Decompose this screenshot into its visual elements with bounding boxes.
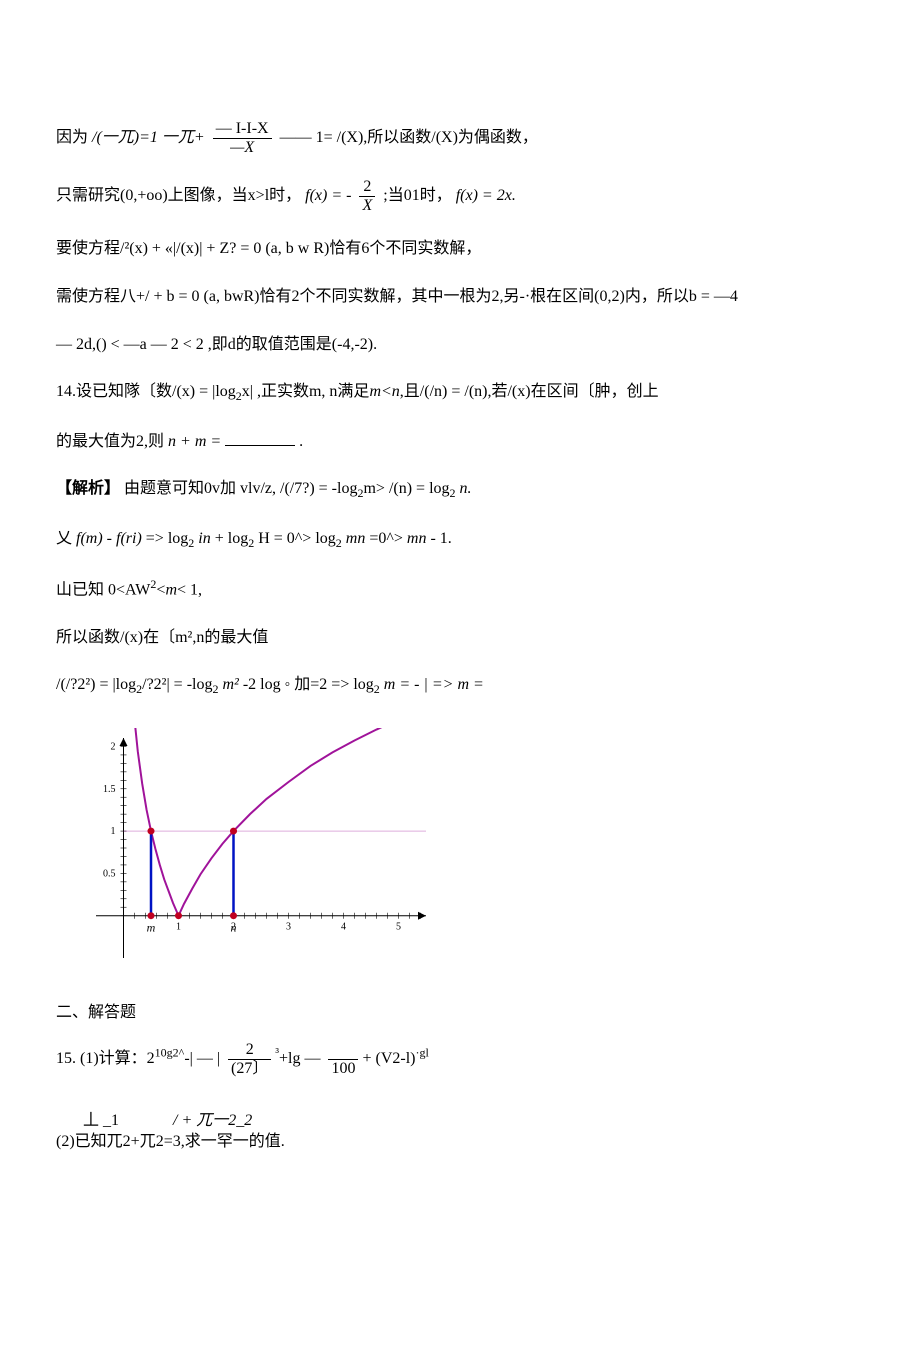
svg-text:m: m (147, 920, 156, 934)
text: 乂 (56, 530, 76, 547)
q14-line2: 的最大值为2,则 n + m = . (56, 429, 920, 455)
mn: mn (342, 530, 366, 547)
mn2: mn (407, 530, 427, 547)
text: H = 0^> log (254, 530, 336, 547)
tail: n. (456, 480, 472, 497)
text: ;当01时， (383, 187, 451, 204)
frac: 2 X (359, 178, 375, 214)
svg-text:2: 2 (111, 741, 116, 752)
expr: /(一兀)=1 一兀+ (92, 129, 209, 146)
text: + log (211, 530, 248, 547)
answer-blank (225, 429, 295, 446)
text: => log (146, 530, 189, 547)
text: 山已知 0<AW (56, 581, 150, 598)
svg-text:n: n (231, 920, 237, 934)
frac1: 2 (27〕 (228, 1041, 271, 1077)
text: x| ,正实数m, n满足 (242, 383, 370, 400)
frac1: — I-I-X —X (213, 120, 272, 156)
q14-line1: 14.设已知隊〔数/(x) = |log2x| ,正实数m, n满足m<n,且/… (56, 379, 920, 406)
text: =0^> (365, 530, 407, 547)
frac-num: — I-I-X (213, 120, 272, 139)
text: /(/?2²) = |log (56, 676, 136, 693)
frac-num: 2 (228, 1041, 271, 1060)
fx1: f(x) = - (305, 187, 351, 204)
para-range-d: — 2d,() < —a — 2 < 2 ,即d的取值范围是(-4,-2). (56, 332, 920, 358)
log-abs-chart: 123450.511.52mn (56, 728, 920, 988)
svg-text:1: 1 (176, 921, 181, 932)
mn: m<n (369, 383, 399, 400)
analysis-2: 乂 f(m) - f(ri) => log2 in + log2 H = 0^>… (56, 526, 920, 553)
svg-text:4: 4 (341, 921, 346, 932)
section-2-title: 二、解答题 (56, 1000, 920, 1026)
text: 只需研究(0,+oo)上图像，当x>l时， (56, 187, 301, 204)
svg-text:5: 5 (396, 921, 401, 932)
q15-part1: 15. (1)计算：210g2^-| — | 2 (27〕 ³+lg — 100… (56, 1041, 920, 1077)
analysis-5: /(/?2²) = |log2/?2²| = -log2 m² -2 log ◦… (56, 672, 920, 699)
analysis-4: 所以函数/(x)在〔m²,n的最大值 (56, 625, 920, 651)
text: 14.设已知隊〔数/(x) = |log (56, 383, 236, 400)
text: /?2²| = -log (142, 676, 212, 693)
svg-text:1.5: 1.5 (103, 784, 116, 795)
text: m> /(n) = log (363, 480, 449, 497)
para-equation-2-roots: 需使方程八+/ + b = 0 (a, bwR)恰有2个不同实数解，其中一根为2… (56, 284, 920, 310)
sup: ·gl (415, 1046, 428, 1060)
text: 因为 (56, 129, 88, 146)
frac-den: —X (213, 139, 272, 157)
text: 由题意可知0v加 vlv/z, /(/7?) = -log (124, 480, 357, 497)
svg-text:1: 1 (111, 826, 116, 837)
analysis-1: 【解析】 由题意可知0v加 vlv/z, /(/7?) = -log2m> /(… (56, 476, 920, 503)
frac-den: (27〕 (228, 1060, 271, 1078)
m: m (165, 581, 177, 598)
period: . (299, 433, 303, 450)
text: ,且/(/n) = /(n),若/(x)在区间〔肿，创上 (400, 383, 659, 400)
text: 的最大值为2,则 (56, 433, 164, 450)
frac-num: / + 兀一2_2 (170, 1112, 255, 1130)
frac1: 丄 _1 (80, 1112, 122, 1130)
frac-num (328, 1041, 358, 1060)
in: in (194, 530, 210, 547)
text: 2+兀 (123, 1133, 156, 1150)
text: -2 log ◦ 加=2 => log (239, 676, 374, 693)
nm: n + m = (168, 433, 221, 450)
text: +lg — (279, 1050, 320, 1067)
text: 2=3,求一罕一的值. (156, 1133, 285, 1150)
frac2: 100 (328, 1041, 358, 1077)
frac-num: 2 (359, 178, 375, 197)
text: 15. (1)计算：2 (56, 1050, 155, 1067)
text: - 1. (426, 530, 451, 547)
para-even-function: 因为 /(一兀)=1 一兀+ — I-I-X —X —— 1= /(X),所以函… (56, 120, 920, 156)
fm: f(m) - f(ri) (76, 530, 142, 547)
analysis-3: 山已知 0<AW2<m< 1, (56, 575, 920, 603)
frac2: / + 兀一2_2 (170, 1112, 255, 1130)
frac-num: 丄 _1 (80, 1112, 122, 1130)
chart-svg: 123450.511.52mn (56, 728, 436, 988)
para-research-positive: 只需研究(0,+oo)上图像，当x>l时， f(x) = - 2 X ;当01时… (56, 178, 920, 214)
frac-den: X (359, 197, 375, 215)
text: (2)已知兀 (56, 1133, 123, 1150)
q15-part2: 丄 _1 / + 兀一2_2 (2)已知兀2+兀2=3,求一罕一的值. (56, 1102, 920, 1155)
svg-text:0.5: 0.5 (103, 868, 116, 879)
analysis-tag: 【解析】 (56, 480, 120, 497)
text: + (V2-l) (362, 1050, 415, 1067)
svg-text:3: 3 (286, 921, 291, 932)
text: -| — | (184, 1050, 224, 1067)
text: < 1, (177, 581, 202, 598)
frac-den: 100 (328, 1060, 358, 1078)
m2: m² (218, 676, 238, 693)
fx2: f(x) = 2x. (456, 187, 516, 204)
text: m = - | => m = (380, 676, 484, 693)
para-equation-6-roots: 要使方程/²(x) + «|/(x)| + Z? = 0 (a, b w R)恰… (56, 236, 920, 262)
text: —— 1= /(X),所以函数/(X)为偶函数， (280, 129, 538, 146)
sup: 10g2^ (155, 1046, 185, 1060)
